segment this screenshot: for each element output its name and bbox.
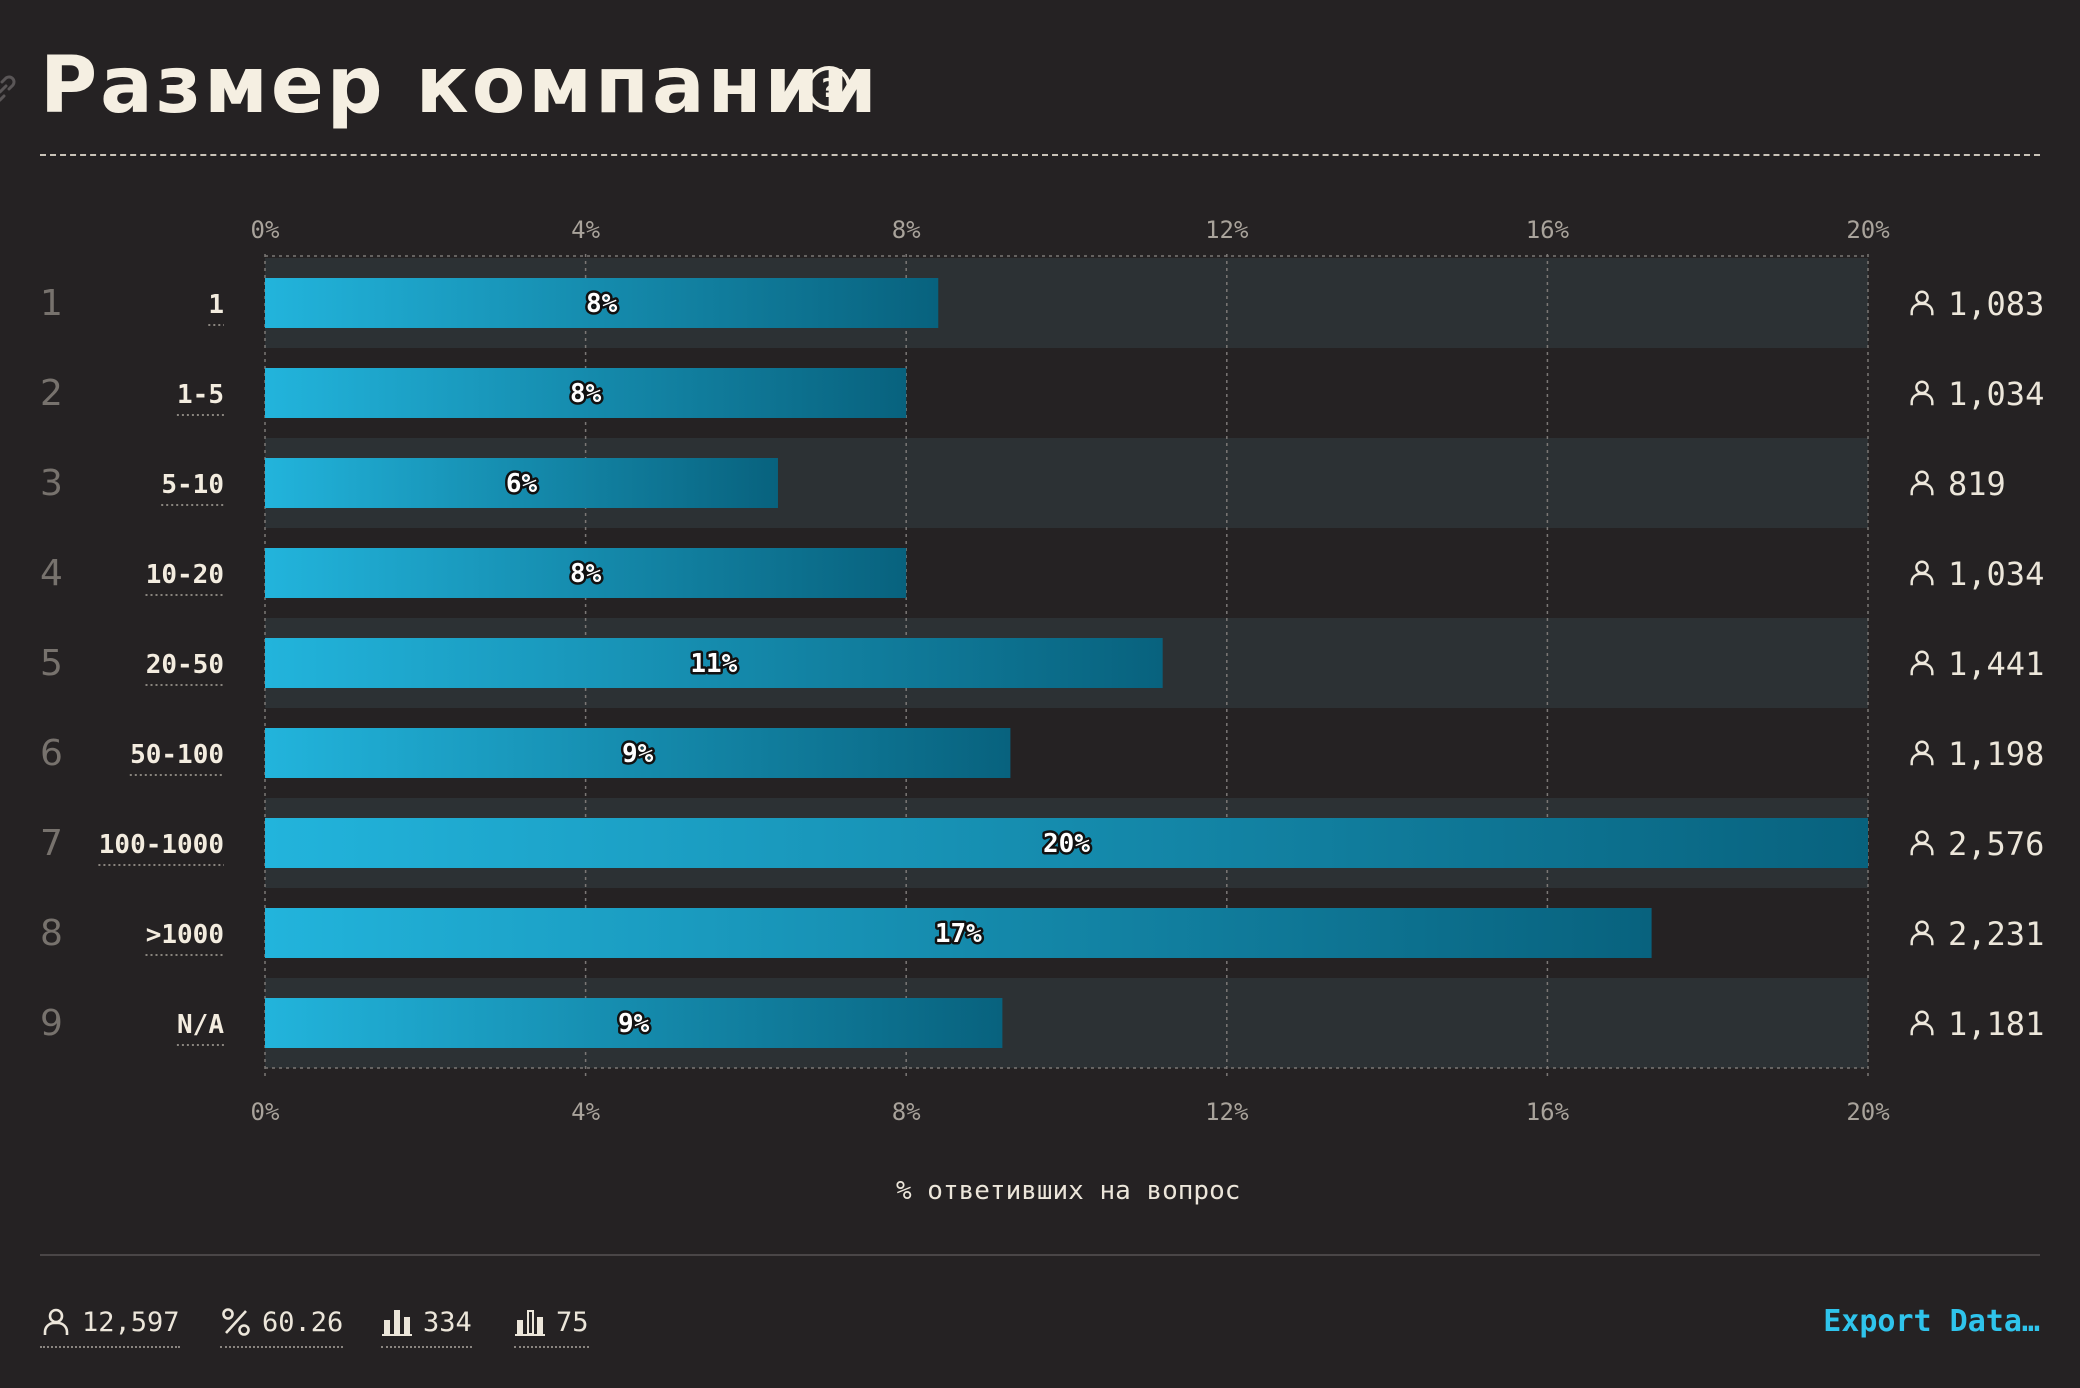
bar <box>265 368 907 418</box>
bar <box>265 278 939 328</box>
respondent-count: 2,576 <box>1948 825 2044 863</box>
respondent-count: 1,034 <box>1948 375 2044 413</box>
person-icon <box>43 1308 69 1335</box>
svg-text:?: ? <box>821 74 836 104</box>
person-icon <box>1910 560 1934 587</box>
page-title: Размер компании <box>40 41 880 131</box>
x-tick-label-top: 8% <box>892 216 921 244</box>
bar <box>265 818 1868 868</box>
person-icon <box>1910 380 1934 407</box>
x-tick-label-bottom: 16% <box>1526 1098 1570 1126</box>
person-icon <box>1910 920 1934 947</box>
link-icon[interactable] <box>0 72 20 106</box>
respondent-count: 1,083 <box>1948 285 2044 323</box>
footer-divider <box>40 1254 2040 1256</box>
bar-value-label: 20% <box>1043 829 1090 859</box>
title-divider <box>40 154 2040 156</box>
percent-icon <box>222 1308 250 1336</box>
bar-value-label: 17% <box>935 919 982 949</box>
row-rank: 8 <box>40 913 63 954</box>
x-tick-label-bottom: 4% <box>571 1098 600 1126</box>
respondent-count: 1,034 <box>1948 555 2044 593</box>
help-icon[interactable]: ? <box>805 64 853 112</box>
person-icon <box>1910 1010 1934 1037</box>
category-label: 10-20 <box>146 560 224 590</box>
x-axis-label: % ответивших на вопрос <box>896 1176 1241 1206</box>
person-icon <box>1910 470 1934 497</box>
x-tick-label-top: 0% <box>251 216 280 244</box>
category-label: 50-100 <box>130 740 224 770</box>
stat-percent[interactable]: 60.26 <box>220 1300 344 1348</box>
bar <box>265 998 1003 1048</box>
category-label: N/A <box>177 1010 224 1040</box>
bar-value-label: 8% <box>570 559 602 589</box>
bar-value-label: 9% <box>622 739 654 769</box>
bar-value-label: 11% <box>690 649 737 679</box>
respondent-count: 1,198 <box>1948 735 2044 773</box>
row-rank: 5 <box>40 643 63 684</box>
export-data-link[interactable]: Export Data… <box>1823 1304 2040 1339</box>
stat-4-value: 75 <box>556 1306 589 1338</box>
stat-percent-value: 60.26 <box>262 1306 344 1338</box>
bar-value-label: 6% <box>506 469 538 499</box>
bar <box>265 728 1011 778</box>
stat-3[interactable]: 334 <box>381 1300 472 1348</box>
category-label: 1 <box>208 290 224 320</box>
bar-value-label: 8% <box>570 379 602 409</box>
row-rank: 6 <box>40 733 63 774</box>
bar-value-label: 8% <box>586 289 618 319</box>
stat-respondents[interactable]: 12,597 <box>40 1300 180 1348</box>
x-tick-label-top: 16% <box>1526 216 1570 244</box>
row-rank: 9 <box>40 1003 63 1044</box>
bar-chart-icon <box>382 1310 412 1336</box>
x-tick-label-top: 20% <box>1846 216 1890 244</box>
x-tick-label-top: 4% <box>571 216 600 244</box>
bar <box>265 908 1652 958</box>
bar <box>265 458 778 508</box>
bar <box>265 548 907 598</box>
row-rank: 7 <box>40 823 63 864</box>
person-icon <box>1910 830 1934 857</box>
stat-respondents-value: 12,597 <box>82 1306 180 1338</box>
respondent-count: 819 <box>1948 465 2006 503</box>
x-tick-label-bottom: 12% <box>1205 1098 1249 1126</box>
category-label: >1000 <box>146 920 224 950</box>
bar-value-label: 9% <box>618 1009 650 1039</box>
respondent-count: 1,181 <box>1948 1005 2044 1043</box>
row-rank: 1 <box>40 283 63 324</box>
x-tick-label-bottom: 20% <box>1846 1098 1890 1126</box>
bar-chart-outline-icon <box>515 1310 545 1336</box>
person-icon <box>1910 740 1934 767</box>
person-icon <box>1910 290 1934 317</box>
person-icon <box>1910 650 1934 677</box>
category-label: 5-10 <box>161 470 224 500</box>
stat-4[interactable]: 75 <box>514 1300 589 1348</box>
bar-chart: 0% 0% 4% 4% 8% 8% 12% 12% 16% 16% 20% 20% 8% 1 1 1,083 8… <box>40 216 2044 1126</box>
respondent-count: 2,231 <box>1948 915 2044 953</box>
x-tick-label-bottom: 0% <box>251 1098 280 1126</box>
x-tick-label-bottom: 8% <box>892 1098 921 1126</box>
x-tick-label-top: 12% <box>1205 216 1249 244</box>
row-rank: 2 <box>40 373 63 414</box>
respondent-count: 1,441 <box>1948 645 2044 683</box>
row-rank: 3 <box>40 463 63 504</box>
category-label: 100-1000 <box>99 830 224 860</box>
row-rank: 4 <box>40 553 63 594</box>
bar <box>265 638 1163 688</box>
category-label: 20-50 <box>146 650 224 680</box>
category-label: 1-5 <box>177 380 224 410</box>
stat-3-value: 334 <box>423 1306 472 1338</box>
